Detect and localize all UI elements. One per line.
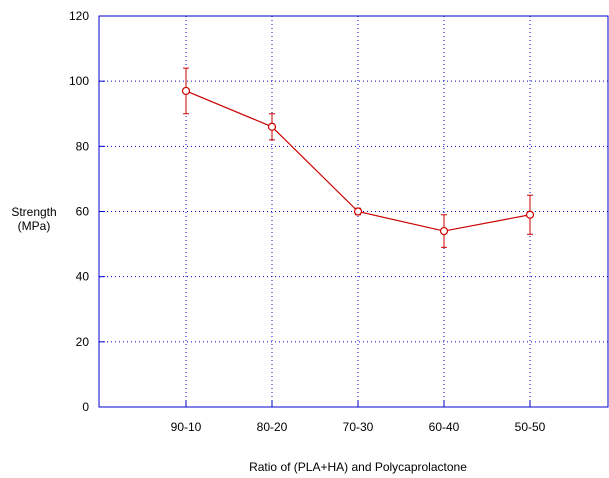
y-axis: 0 20 40 60 80 100 120 — [69, 9, 105, 414]
data-point — [353, 207, 363, 216]
y-tick-label: 100 — [69, 74, 89, 88]
x-axis: 90-10 80-20 70-30 60-40 50-50 — [171, 401, 546, 434]
y-tick-label: 0 — [82, 400, 89, 414]
x-tick-label: 80-20 — [257, 420, 288, 434]
grid-lines — [99, 16, 608, 407]
x-tick-label: 70-30 — [343, 420, 374, 434]
data-point — [181, 86, 191, 96]
y-axis-label-line-1: Strength — [11, 205, 56, 219]
y-tick-label: 80 — [76, 139, 90, 153]
data-point — [267, 122, 277, 131]
x-tick-label: 90-10 — [171, 420, 202, 434]
x-tick-label: 50-50 — [515, 420, 546, 434]
x-tick-label: 60-40 — [429, 420, 460, 434]
y-tick-label: 60 — [76, 205, 90, 219]
y-tick-label: 120 — [69, 9, 89, 23]
data-point — [525, 210, 535, 219]
x-axis-label: Ratio of (PLA+HA) and Polycaprolactone — [249, 460, 467, 474]
y-tick-label: 20 — [76, 335, 90, 349]
y-tick-label: 40 — [76, 270, 90, 284]
series — [181, 67, 535, 248]
data-point — [439, 226, 449, 236]
y-axis-label-line-2: (MPa) — [18, 219, 51, 233]
